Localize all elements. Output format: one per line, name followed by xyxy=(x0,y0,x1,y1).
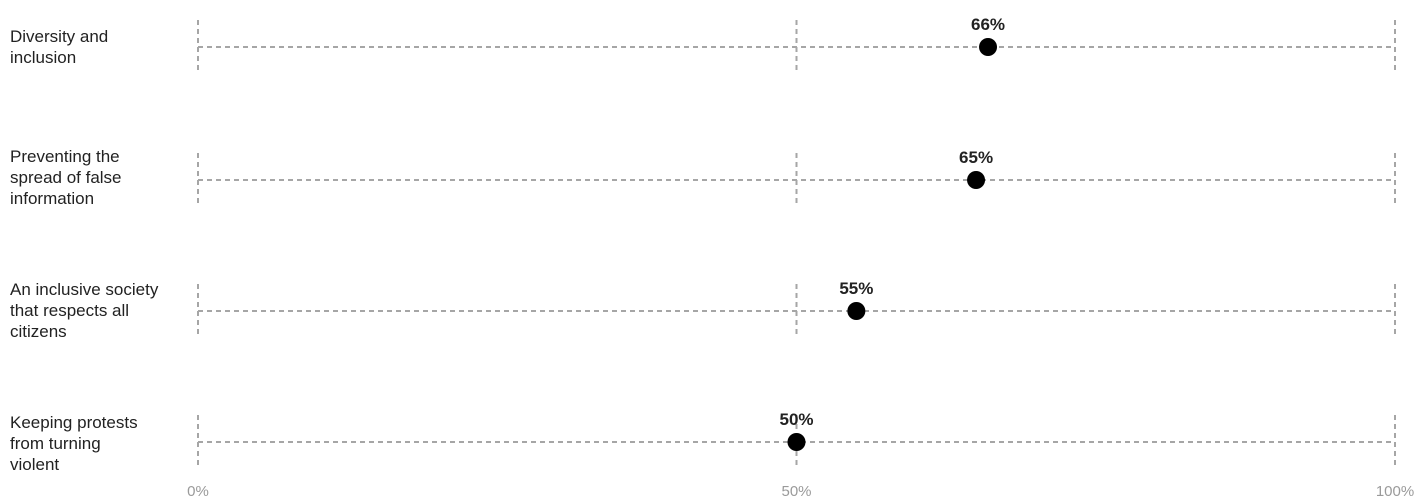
category-label-line: inclusion xyxy=(10,48,77,67)
category-label-line: information xyxy=(10,189,95,208)
category-label: Preventing the spread of false information xyxy=(10,146,195,209)
category-label-line: citizens xyxy=(10,322,67,341)
category-label-line: Preventing the xyxy=(10,147,120,166)
category-label-line: Diversity and xyxy=(10,27,109,46)
data-point xyxy=(979,38,998,56)
data-label: 50% xyxy=(779,410,813,429)
category-label: Diversity and inclusion xyxy=(10,26,195,68)
x-tick-label: 50% xyxy=(781,483,811,497)
x-tick-label: 0% xyxy=(187,483,209,497)
data-point xyxy=(787,433,806,451)
data-label: 65% xyxy=(959,148,993,167)
category-label-line: spread of false xyxy=(10,168,122,187)
data-point xyxy=(967,171,986,189)
category-label-line: Keeping protests xyxy=(10,413,138,432)
category-label: Keeping protests from turning violent xyxy=(10,412,195,475)
data-label: 55% xyxy=(839,279,873,298)
category-label-line: An inclusive society xyxy=(10,280,159,299)
data-point xyxy=(847,302,866,320)
category-label-line: violent xyxy=(10,455,60,474)
x-tick-label: 100% xyxy=(1376,483,1414,497)
data-label: 66% xyxy=(971,15,1005,34)
category-label: An inclusive society that respects all cit… xyxy=(10,279,195,342)
category-label-line: that respects all xyxy=(10,301,130,320)
category-label-line: from turning xyxy=(10,434,101,453)
